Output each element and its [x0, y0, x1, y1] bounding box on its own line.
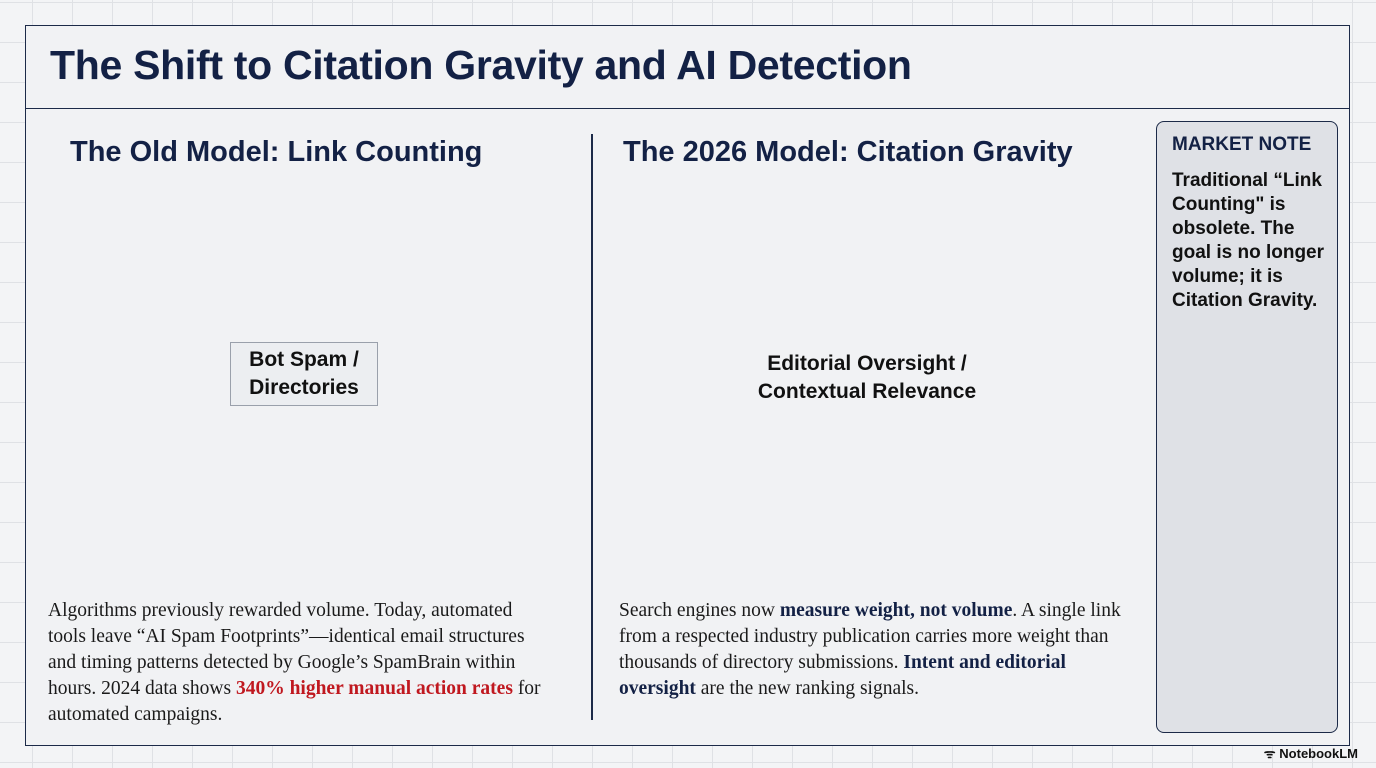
market-note-text: Traditional “Link Counting" is obsolete.…: [1172, 170, 1325, 311]
new-model-heading: The 2026 Model: Citation Gravity: [623, 136, 1073, 168]
column-divider: [591, 134, 593, 720]
highlight-stat: 340% higher manual action rates: [235, 678, 513, 699]
label-line: Contextual Relevance: [757, 380, 977, 403]
brand-name: NotebookLM: [1279, 746, 1358, 761]
old-model-heading: The Old Model: Link Counting: [70, 136, 483, 168]
new-model-text: Search engines now measure weight, not v…: [619, 598, 1129, 702]
text: for automated campaigns.: [48, 678, 541, 725]
bot-spam-label: Bot Spam / Directories: [230, 342, 378, 406]
emphasis: measure weight, not volume: [779, 600, 1013, 621]
emphasis: Intent and editorial oversight: [619, 652, 1066, 699]
market-note-box: MARKET NOTE Traditional “Link Counting" …: [1156, 121, 1338, 733]
old-model-text: Algorithms previously rewarded volume. T…: [48, 598, 548, 728]
text: Search engines now: [619, 600, 780, 621]
page-title: The Shift to Citation Gravity and AI Det…: [50, 42, 912, 88]
label-line: Directories: [249, 376, 359, 399]
brand-mark: ᯤ NotebookLM: [1264, 744, 1358, 762]
text: . A single link from a respected industr…: [619, 600, 1121, 673]
slide-frame: The Shift to Citation Gravity and AI Det…: [25, 25, 1350, 746]
hub-label: Editorial Oversight / Contextual Relevanc…: [740, 350, 994, 406]
market-note-heading: MARKET NOTE: [1172, 134, 1312, 155]
label-line: Bot Spam /: [249, 348, 359, 371]
notebooklm-logo-icon: ᯤ: [1263, 746, 1280, 761]
label-line: Editorial Oversight /: [767, 352, 967, 375]
text: are the new ranking signals.: [695, 678, 920, 699]
title-bar: The Shift to Citation Gravity and AI Det…: [26, 26, 1349, 109]
text: Algorithms previously rewarded volume. T…: [48, 600, 525, 699]
